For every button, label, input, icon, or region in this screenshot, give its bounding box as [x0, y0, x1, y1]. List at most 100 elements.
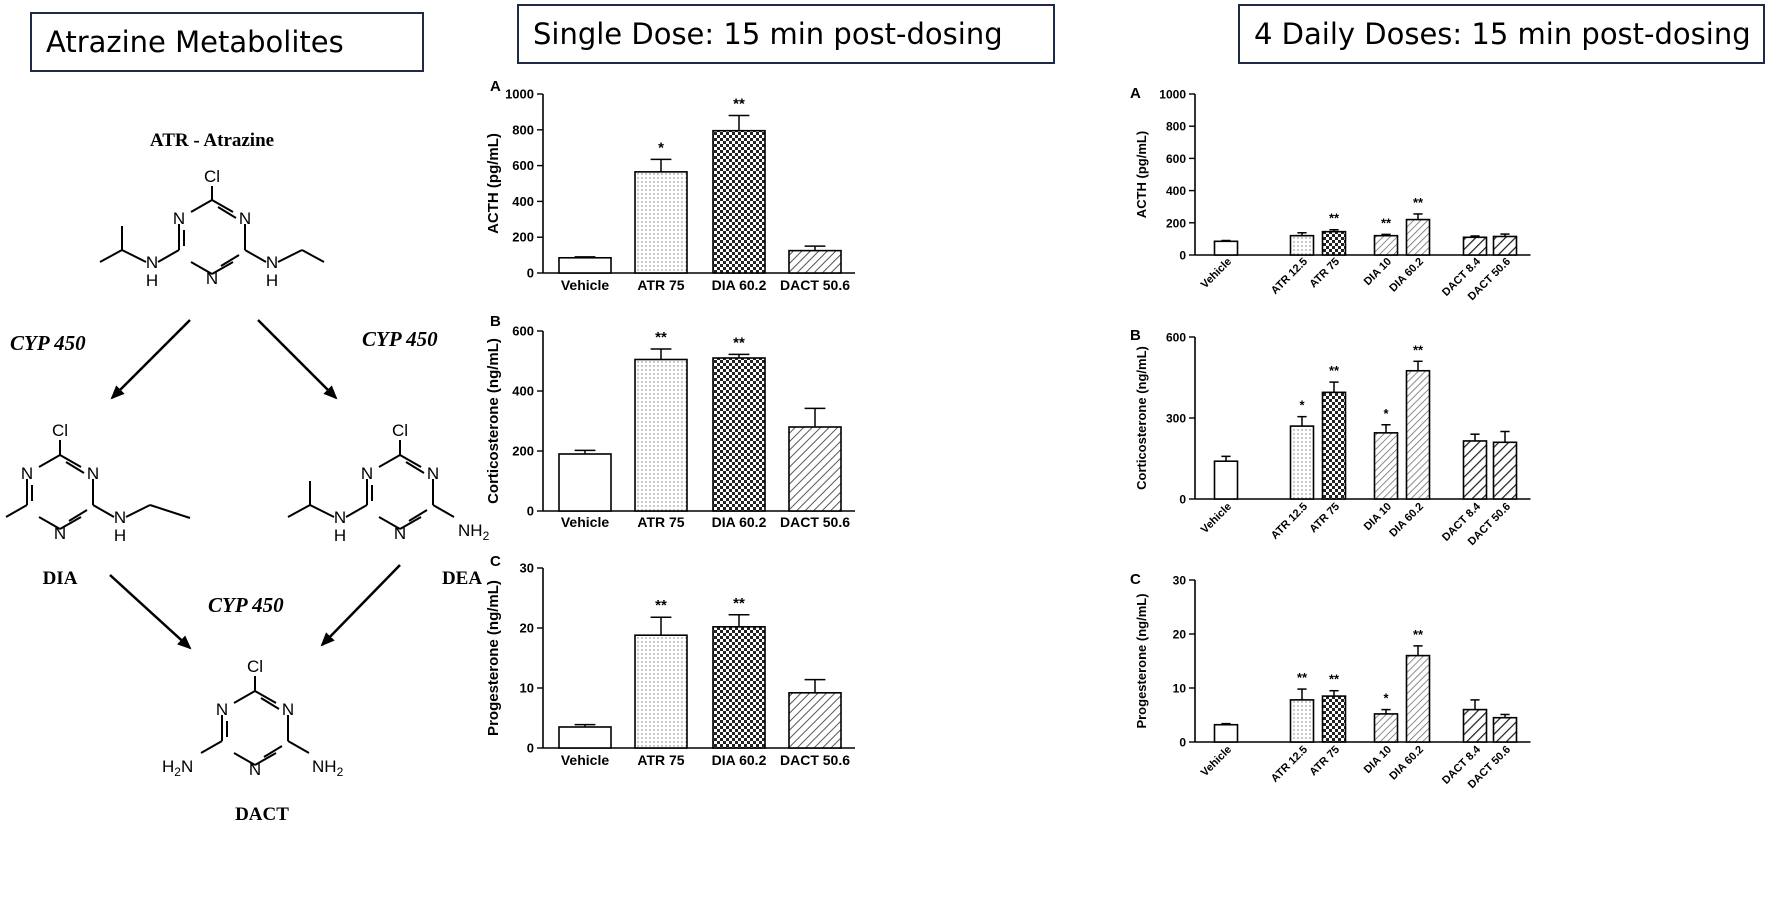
category-label: ATR 75: [637, 277, 684, 293]
bar: [634, 171, 688, 274]
category-label: ATR 12.5: [1269, 744, 1310, 785]
bar: [1321, 391, 1347, 500]
significance-marker: **: [655, 329, 667, 346]
y-tick-label: 400: [512, 384, 534, 399]
significance-marker: **: [1329, 363, 1340, 378]
dact-label: DACT: [235, 804, 289, 825]
category-label: ATR 12.5: [1269, 501, 1310, 542]
arrow-dea-to-dact: [320, 564, 401, 647]
y-tick-label: 600: [512, 324, 534, 339]
bar: [1213, 723, 1239, 743]
dact-nh2-text: NH: [312, 757, 337, 776]
bar: [1492, 716, 1518, 743]
y-tick-label: 30: [520, 561, 534, 576]
significance-marker: **: [733, 95, 745, 112]
dact-h2n-h: H: [162, 757, 174, 776]
bar: [1492, 235, 1518, 256]
y-tick-label: 10: [520, 681, 534, 696]
metabolites-header-text: Atrazine Metabolites: [46, 25, 344, 59]
bar: [788, 249, 842, 274]
category-label: DACT 50.6: [780, 514, 850, 530]
category-label: Vehicle: [561, 277, 609, 293]
panel-label: A: [1130, 85, 1141, 102]
cyp-left-label: CYP 450: [10, 331, 86, 355]
y-tick-label: 600: [1166, 152, 1186, 166]
category-label: ATR 75: [1307, 256, 1342, 291]
panel-label: C: [1130, 571, 1141, 588]
dact-h2n-sub: 2: [174, 765, 181, 779]
y-tick-label: 800: [512, 122, 534, 137]
y-axis-label: ACTH (pg/mL): [1134, 131, 1149, 218]
category-label: ATR 75: [637, 752, 684, 768]
dia-n2: N: [87, 464, 99, 483]
category-label: DACT 50.6: [780, 752, 850, 768]
significance-marker: *: [658, 139, 664, 156]
category-label: DIA 60.2: [1387, 501, 1426, 540]
dia-h: H: [114, 526, 126, 545]
dea-h: H: [334, 526, 346, 545]
dact-nh2-sub: 2: [337, 765, 344, 779]
dact-n1: N: [216, 700, 228, 719]
bar: [1373, 713, 1399, 743]
panel-label: C: [490, 553, 501, 570]
category-label: ATR 75: [1307, 744, 1342, 779]
dia-nh: N: [114, 508, 126, 527]
bar: [558, 256, 612, 274]
dia-label: DIA: [43, 568, 78, 589]
category-label: DIA 60.2: [1387, 256, 1426, 295]
y-tick-label: 0: [1179, 493, 1186, 507]
bar: [1462, 708, 1488, 743]
atr-n2: N: [239, 209, 251, 228]
dact-cl: Cl: [247, 657, 263, 676]
dea-n2: N: [427, 464, 439, 483]
dia-n3: N: [54, 524, 66, 543]
category-label: DIA 60.2: [712, 752, 767, 768]
bar: [1405, 218, 1431, 256]
bar: [712, 129, 766, 274]
significance-marker: **: [655, 597, 667, 614]
category-label: DIA 60.2: [712, 514, 767, 530]
y-axis-label: ACTH (pg/mL): [485, 133, 502, 234]
significance-marker: *: [1383, 406, 1389, 421]
significance-marker: **: [733, 334, 745, 351]
category-label: ATR 75: [1307, 501, 1342, 536]
chart-single-cort: B Corticosterone (ng/mL) 0 200 400 600 Vehicle…: [485, 313, 855, 530]
bar: [1405, 654, 1431, 743]
y-tick-label: 30: [1173, 574, 1187, 588]
atr-nh-left: N: [146, 253, 158, 272]
bar: [788, 691, 842, 749]
bar: [1289, 234, 1315, 256]
y-tick-label: 10: [1173, 682, 1187, 696]
atr-cl: Cl: [204, 167, 220, 186]
y-tick-label: 600: [1166, 331, 1186, 345]
atr-h-left: H: [146, 271, 158, 290]
significance-marker: **: [1297, 670, 1308, 685]
category-label: DACT 50.6: [780, 277, 850, 293]
chart-single-prog: C Progesterone (ng/mL) 0 10 20 30 Vehicle ** ATR…: [485, 553, 855, 768]
panel-label: A: [490, 78, 501, 95]
bar: [712, 357, 766, 512]
bar: [634, 358, 688, 512]
significance-marker: **: [1381, 215, 1392, 230]
category-label: Vehicle: [561, 514, 609, 530]
dact-n2: N: [282, 700, 294, 719]
significance-marker: *: [1299, 398, 1305, 413]
bar: [634, 634, 688, 749]
y-tick-label: 1000: [505, 87, 534, 102]
bar: [712, 625, 766, 749]
dea-nh: N: [334, 508, 346, 527]
significance-marker: **: [733, 595, 745, 612]
bar: [1289, 425, 1315, 500]
dia-cl: Cl: [52, 421, 68, 440]
atr-h-right: H: [266, 271, 278, 290]
category-label: Vehicle: [1199, 744, 1234, 779]
dea-nh2-sub: 2: [483, 529, 490, 543]
dea-cl: Cl: [392, 421, 408, 440]
chart-daily-prog: C Progesterone (ng/mL) 0 10 20 30 Vehicle ** ATR…: [1130, 571, 1531, 791]
y-tick-label: 200: [512, 230, 534, 245]
category-label: Vehicle: [1199, 501, 1234, 536]
metabolites-header: Atrazine Metabolites: [30, 12, 424, 72]
dea-label: DEA: [442, 568, 482, 589]
bar: [1373, 432, 1399, 500]
